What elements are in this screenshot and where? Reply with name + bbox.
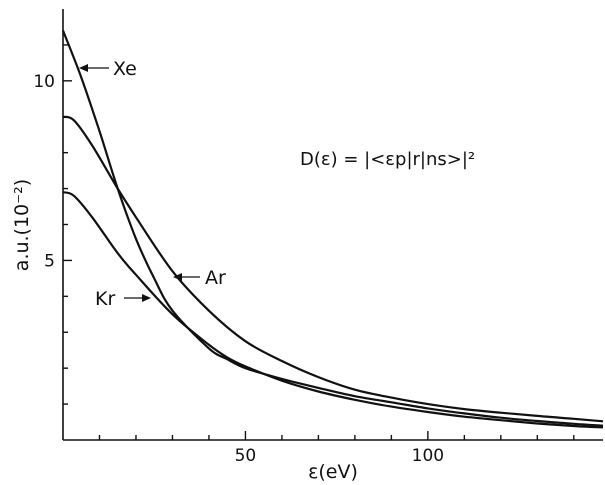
formula-annotation: D(ε) = |<εp|r|ns>|² — [300, 149, 475, 170]
x-tick-label: 50 — [235, 446, 257, 466]
x-ticks: 50 100 — [98, 431, 575, 466]
series-label-ar: Ar — [205, 267, 226, 289]
x-axis-label: ε(eV) — [308, 461, 358, 483]
series-label-kr: Kr — [95, 288, 115, 310]
y-ticks: 5 10 — [33, 44, 72, 405]
x-tick-label: 100 — [412, 446, 444, 466]
series-line-ar — [62, 115, 604, 423]
kr-label-arrow — [124, 294, 151, 302]
xe-label-arrow — [79, 64, 109, 72]
y-tick-label: 10 — [33, 72, 55, 92]
series-label-xe: Xe — [113, 58, 137, 80]
series-curves — [61, 30, 604, 429]
y-tick-label: 5 — [44, 251, 55, 271]
ar-label-arrow — [173, 273, 200, 281]
series-line-kr — [62, 191, 604, 429]
y-axis-label: a.u.(10⁻²) — [11, 179, 33, 271]
